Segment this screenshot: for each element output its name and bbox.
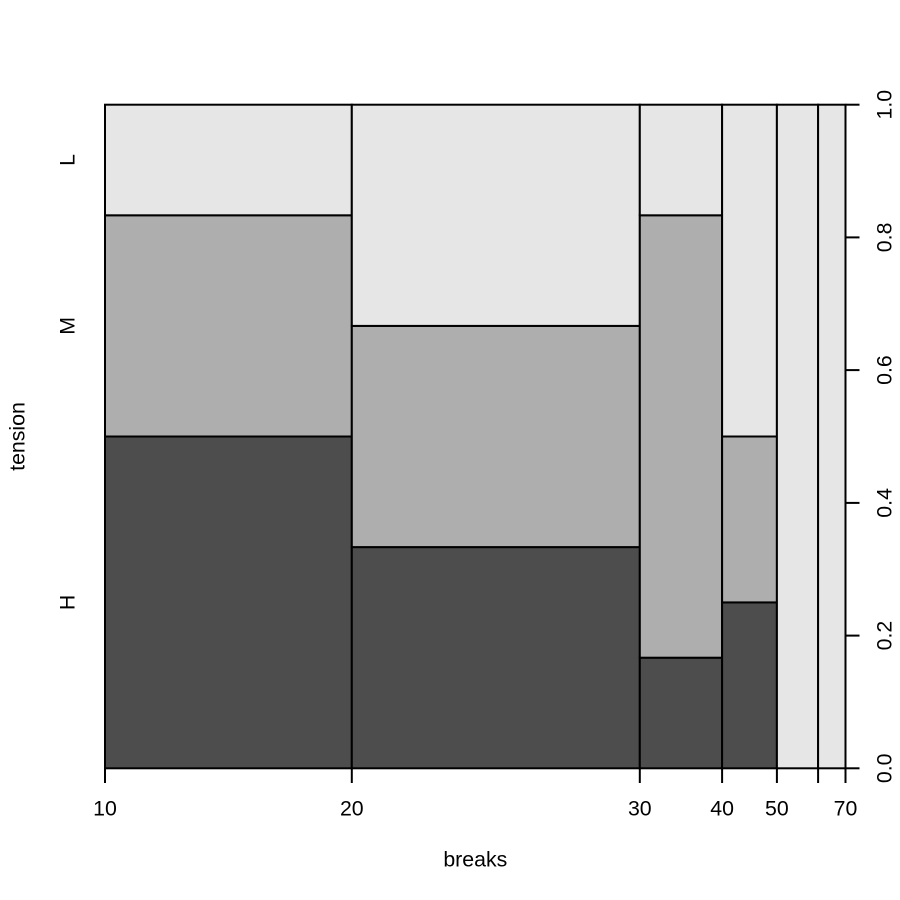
svg-text:M: M — [56, 317, 80, 335]
svg-text:1.0: 1.0 — [873, 90, 897, 120]
svg-text:20: 20 — [340, 797, 364, 821]
svg-text:30: 30 — [628, 797, 652, 821]
svg-text:0.0: 0.0 — [873, 753, 897, 783]
svg-text:0.8: 0.8 — [873, 223, 897, 253]
svg-text:tension: tension — [6, 402, 30, 471]
svg-text:L: L — [56, 154, 80, 166]
svg-text:40: 40 — [710, 797, 734, 821]
svg-text:10: 10 — [93, 797, 117, 821]
svg-text:0.6: 0.6 — [873, 355, 897, 385]
svg-text:50: 50 — [765, 797, 789, 821]
svg-text:0.4: 0.4 — [873, 488, 897, 518]
svg-text:0.2: 0.2 — [873, 621, 897, 651]
svg-text:breaks: breaks — [443, 847, 507, 871]
svg-text:70: 70 — [834, 797, 858, 821]
svg-text:H: H — [56, 595, 80, 610]
